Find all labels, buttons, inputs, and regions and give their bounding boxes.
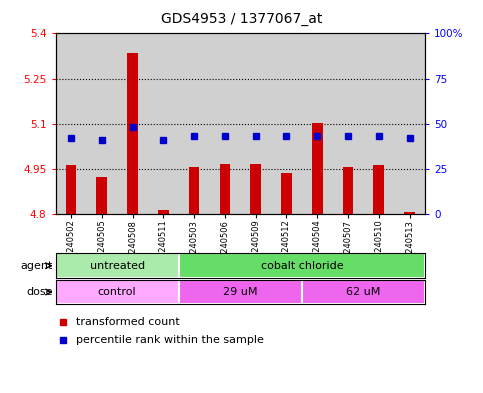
Bar bbox=[117, 33, 148, 214]
Bar bbox=[86, 33, 117, 214]
Text: cobalt chloride: cobalt chloride bbox=[260, 261, 343, 271]
Bar bbox=[312, 123, 323, 214]
Bar bbox=[179, 33, 210, 214]
Text: control: control bbox=[98, 287, 136, 297]
Bar bbox=[179, 253, 425, 278]
Text: transformed count: transformed count bbox=[76, 317, 180, 327]
Bar bbox=[342, 167, 354, 214]
Text: agent: agent bbox=[21, 261, 53, 271]
Bar bbox=[219, 163, 230, 214]
Bar bbox=[271, 33, 302, 214]
Bar bbox=[158, 209, 169, 214]
Bar bbox=[364, 33, 394, 214]
Text: 29 uM: 29 uM bbox=[223, 287, 257, 297]
Bar bbox=[302, 280, 425, 304]
Bar bbox=[179, 280, 302, 304]
Bar bbox=[302, 33, 333, 214]
Bar bbox=[404, 212, 415, 214]
Bar bbox=[373, 165, 384, 214]
Text: untreated: untreated bbox=[89, 261, 145, 271]
Text: percentile rank within the sample: percentile rank within the sample bbox=[76, 334, 264, 345]
Bar bbox=[148, 33, 179, 214]
Bar bbox=[333, 33, 364, 214]
Text: 62 uM: 62 uM bbox=[346, 287, 381, 297]
Bar bbox=[127, 53, 138, 214]
Bar bbox=[394, 33, 425, 214]
Bar bbox=[210, 33, 240, 214]
Bar bbox=[56, 280, 179, 304]
Bar bbox=[56, 253, 179, 278]
Text: GDS4953 / 1377067_at: GDS4953 / 1377067_at bbox=[161, 12, 322, 26]
Bar bbox=[66, 165, 76, 214]
Bar bbox=[240, 33, 271, 214]
Bar bbox=[56, 33, 86, 214]
Bar bbox=[189, 167, 199, 214]
Bar bbox=[281, 173, 292, 214]
Bar bbox=[96, 177, 107, 214]
Bar bbox=[250, 163, 261, 214]
Text: dose: dose bbox=[27, 287, 53, 297]
